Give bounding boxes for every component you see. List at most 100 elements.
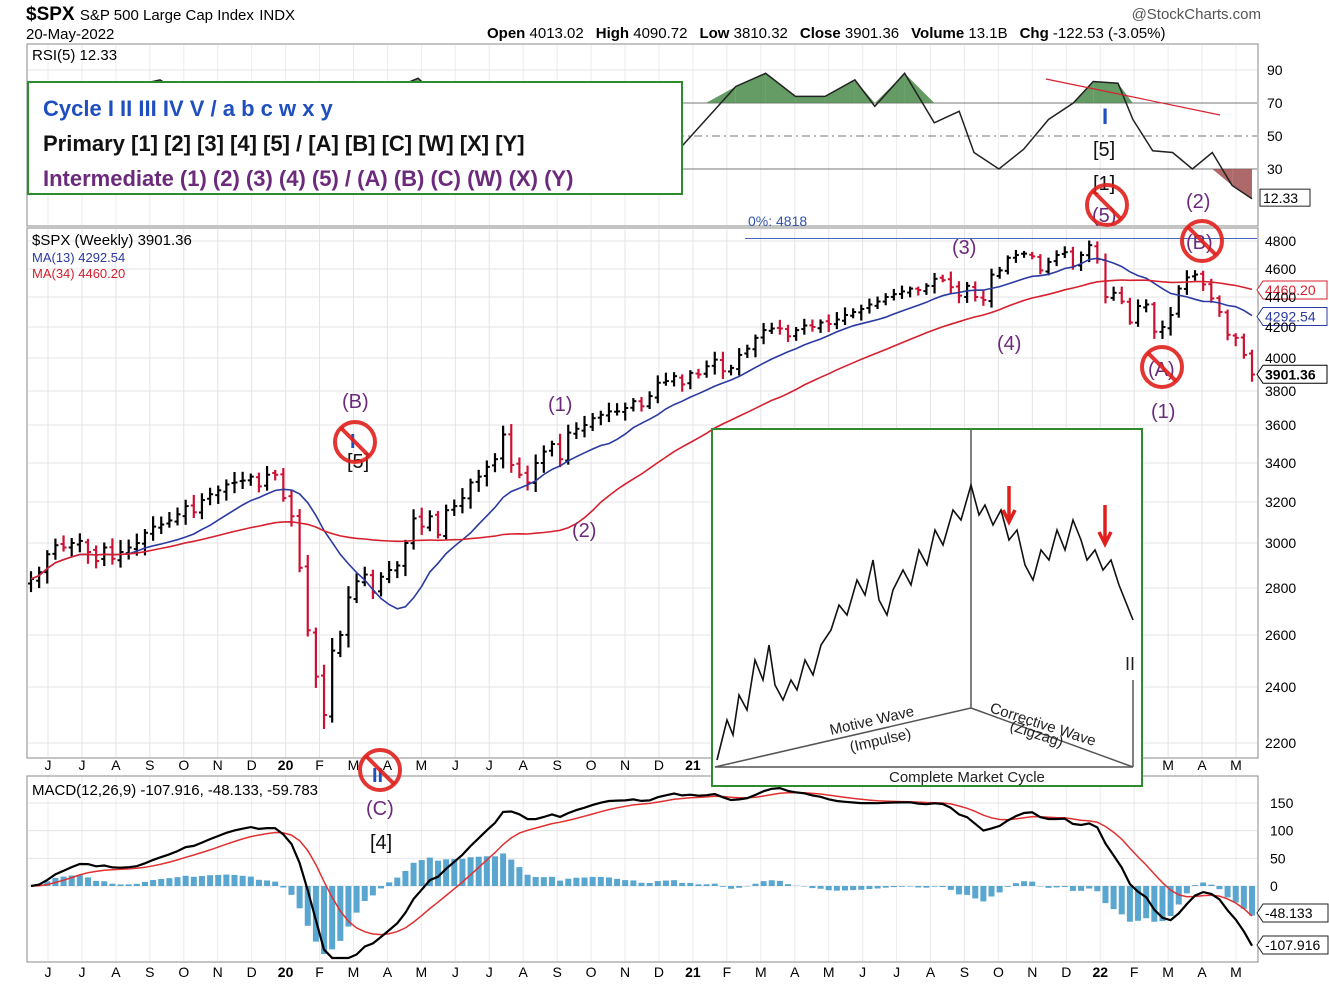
x-tick-label: F: [723, 964, 732, 980]
price-bar: [166, 512, 173, 528]
macd-histogram-bar: [728, 886, 735, 889]
macd-histogram-bar: [955, 886, 962, 895]
macd-histogram-bar: [491, 856, 498, 886]
price-bar: [964, 281, 971, 303]
price-bar: [728, 364, 735, 376]
ma34-line: [30, 279, 1253, 580]
x-tick-label: A: [111, 757, 121, 773]
price-bar: [972, 281, 979, 302]
macd-histogram-bar: [850, 886, 857, 891]
price-bar: [923, 283, 930, 295]
price-bar: [451, 499, 458, 516]
macd-histogram-bar: [565, 878, 572, 886]
price-bar: [345, 586, 352, 648]
price-bar: [540, 445, 547, 473]
macd-histogram-bar: [1021, 881, 1028, 886]
macd-histogram-bar: [166, 878, 173, 886]
x-tick-label: J: [78, 964, 85, 980]
wave-4-label: (4): [997, 333, 1021, 355]
x-tick-label: N: [213, 964, 223, 980]
x-tick-label: J: [78, 757, 85, 773]
x-tick-label: J: [45, 964, 52, 980]
x-tick-label: A: [383, 964, 393, 980]
price-bar: [337, 630, 344, 658]
macd-histogram-bar: [589, 876, 596, 886]
macd-histogram-bar: [540, 877, 547, 886]
price-bar: [312, 627, 319, 688]
macd-histogram-bar: [272, 881, 279, 886]
price-bar: [687, 370, 694, 390]
no-sign-icon: [358, 748, 402, 792]
price-bar: [1224, 309, 1231, 341]
macd-histogram-bar: [443, 859, 450, 886]
price-tick-label: 3200: [1265, 494, 1296, 510]
price-bar: [605, 402, 612, 423]
x-tick-label: J: [452, 964, 459, 980]
no-sign-slash: [339, 426, 371, 458]
macd-histogram-bar: [711, 883, 718, 886]
macd-histogram-bar: [231, 874, 238, 886]
macd-histogram-bar: [980, 886, 987, 902]
macd-histogram-bar: [947, 886, 954, 890]
wave-degree-legend: Cycle I II III IV V / a b c w x y Primar…: [27, 81, 683, 195]
price-bar: [1216, 295, 1223, 317]
macd-histogram-bar: [638, 882, 645, 886]
price-bar: [801, 318, 808, 335]
price-bar: [329, 638, 336, 723]
ohlc-open: Open 4013.02: [487, 25, 584, 42]
ohlc-low: Low 3810.32: [699, 25, 788, 42]
macd-histogram-bar: [394, 877, 401, 886]
price-bar: [581, 415, 588, 438]
macd-tick-label: 50: [1270, 850, 1286, 866]
no-sign-slash: [1091, 189, 1123, 221]
macd-histogram-bar: [890, 886, 897, 888]
x-tick-label: O: [586, 964, 597, 980]
price-bar: [882, 293, 889, 306]
price-bar: [1249, 349, 1255, 382]
right-wave-1-label: (1): [1151, 401, 1175, 423]
macd-histogram-bar: [1183, 886, 1190, 894]
price-bar: [443, 504, 450, 540]
price-bar: [874, 296, 881, 310]
macd-histogram-bar: [1004, 886, 1011, 887]
macd-histogram-bar: [785, 884, 792, 886]
macd-histogram-bar: [223, 874, 230, 886]
x-tick-label: S: [960, 964, 969, 980]
rsi-overbought-fill: [795, 96, 826, 103]
price-bar: [557, 433, 564, 468]
macd-histogram-bar: [255, 879, 262, 886]
macd-histogram-bar: [923, 886, 930, 888]
x-tick-label: A: [519, 964, 529, 980]
macd-histogram-bar: [573, 877, 580, 886]
macd-histogram-bar: [239, 875, 246, 886]
macd-legend: MACD(12,26,9) -107.916, -48.133, -59.783: [32, 782, 318, 799]
no-sign-icon: [333, 420, 377, 464]
price-bar: [60, 535, 67, 552]
macd-histogram-bar: [671, 880, 678, 886]
price-plot: 4460.20 4292.54 3901.36: [28, 240, 1328, 729]
price-bar: [500, 425, 507, 469]
macd-histogram-bar: [1102, 886, 1109, 904]
macd-histogram-bar: [435, 860, 441, 886]
x-tick-label: J: [452, 757, 459, 773]
macd-histogram-bar: [1151, 886, 1158, 922]
primary-degree-line: Primary [1] [2] [3] [4] [5] / [A] [B] [C…: [43, 131, 525, 156]
rsi-overbought-fill: [706, 86, 736, 103]
price-bar: [426, 510, 433, 532]
inset-wave-path: [716, 481, 1134, 761]
price-bar: [703, 360, 710, 378]
macd-histogram-bar: [1053, 886, 1060, 888]
x-tick-label: J: [45, 757, 52, 773]
macd-histogram-bar: [133, 883, 140, 886]
price-bar: [662, 372, 669, 386]
price-bar: [630, 398, 637, 412]
price-bar: [1021, 250, 1028, 258]
x-tick-label: A: [383, 757, 393, 773]
price-bar: [207, 487, 214, 506]
no-sign-ring: [358, 748, 402, 792]
price-bar: [597, 410, 604, 426]
x-tick-label: 21: [685, 964, 701, 980]
macd-histogram-bar: [1143, 886, 1150, 919]
price-bar: [467, 478, 474, 509]
no-sign-icon: [1140, 345, 1184, 389]
